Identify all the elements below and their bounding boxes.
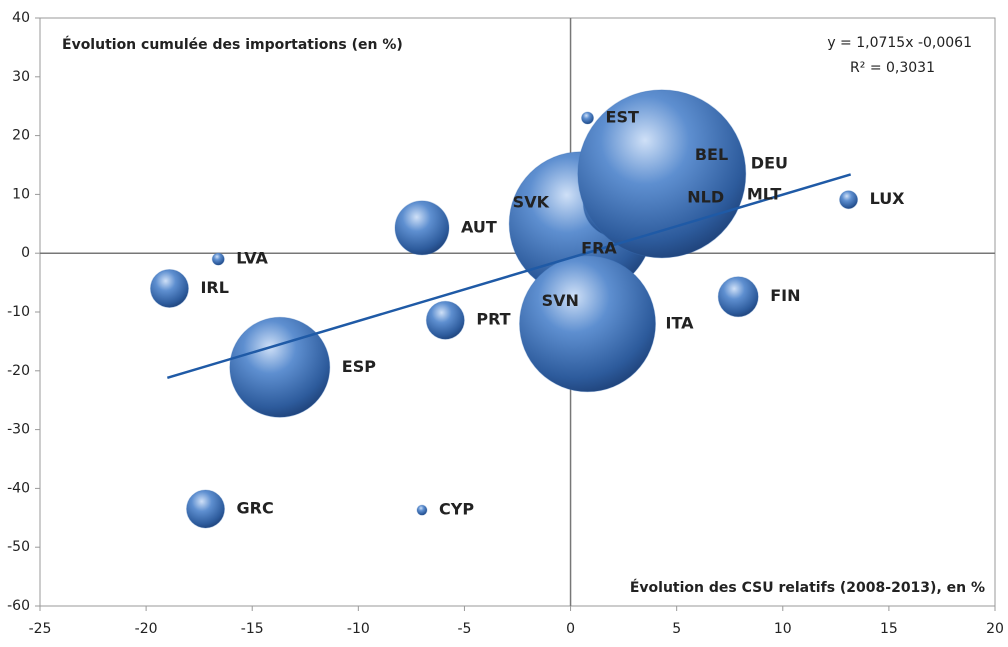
x-tick-label: 10 — [774, 621, 792, 637]
bubble-label: CYP — [439, 500, 474, 519]
trend-line — [166, 173, 852, 380]
bubble-label: FIN — [770, 286, 800, 305]
bubble-label: PRT — [476, 310, 510, 329]
bubble — [416, 504, 428, 516]
y-tick-label: -20 — [7, 363, 30, 379]
bubble-label: LUX — [870, 189, 906, 208]
y-tick-label: 30 — [12, 69, 30, 85]
bubble-label: GRC — [237, 498, 274, 517]
y-tick-label: -50 — [7, 539, 30, 555]
bubble-label: ITA — [666, 313, 695, 332]
x-tick-label: -25 — [29, 621, 52, 637]
bubble-label: BEL — [695, 145, 728, 164]
y-tick-label: -30 — [7, 422, 30, 438]
x-tick-label: 5 — [672, 621, 681, 637]
bubble — [717, 276, 759, 318]
r-squared: R² = 0,3031 — [850, 60, 935, 76]
bubble-label: ESP — [342, 357, 376, 376]
bubble-label: NLD — [687, 188, 724, 207]
x-tick-label: -20 — [135, 621, 158, 637]
bubble-label: MLT — [747, 184, 781, 203]
y-tick-label: -40 — [7, 480, 30, 496]
bubble-label: FRA — [581, 238, 617, 257]
x-tick-label: -10 — [347, 621, 370, 637]
bubble — [149, 268, 189, 308]
bubble-label: LVA — [236, 249, 268, 268]
bubble — [211, 252, 225, 266]
bubble — [229, 316, 331, 418]
bubble — [839, 190, 859, 210]
bubble-label: IRL — [200, 278, 228, 297]
bubble — [186, 489, 226, 529]
y-tick-label: 40 — [12, 10, 30, 26]
bubble-label: SVK — [513, 193, 550, 212]
y-axis-title: Évolution cumulée des importations (en %… — [62, 36, 403, 53]
bubble — [425, 300, 465, 340]
y-tick-label: 10 — [12, 186, 30, 202]
y-tick-label: 0 — [21, 245, 30, 261]
y-tick-label: -10 — [7, 304, 30, 320]
x-tick-label: -5 — [457, 621, 471, 637]
x-tick-label: -15 — [241, 621, 264, 637]
y-tick-label: 20 — [12, 128, 30, 144]
bubble-label: SVN — [542, 291, 579, 310]
x-axis-title: Évolution des CSU relatifs (2008-2013), … — [630, 579, 985, 596]
bubble — [577, 89, 747, 259]
bubble — [519, 255, 657, 393]
bubble-label: EST — [606, 107, 639, 126]
bubble-label: AUT — [461, 217, 497, 236]
bubble — [581, 111, 595, 125]
y-tick-label: -60 — [7, 598, 30, 614]
bubble — [394, 200, 450, 256]
x-tick-label: 0 — [566, 621, 575, 637]
equation: y = 1,0715x -0,0061 — [827, 35, 972, 51]
x-tick-label: 15 — [880, 621, 898, 637]
x-tick-label: 20 — [986, 621, 1004, 637]
bubble-label: DEU — [751, 153, 788, 172]
plot-frame — [39, 17, 996, 607]
